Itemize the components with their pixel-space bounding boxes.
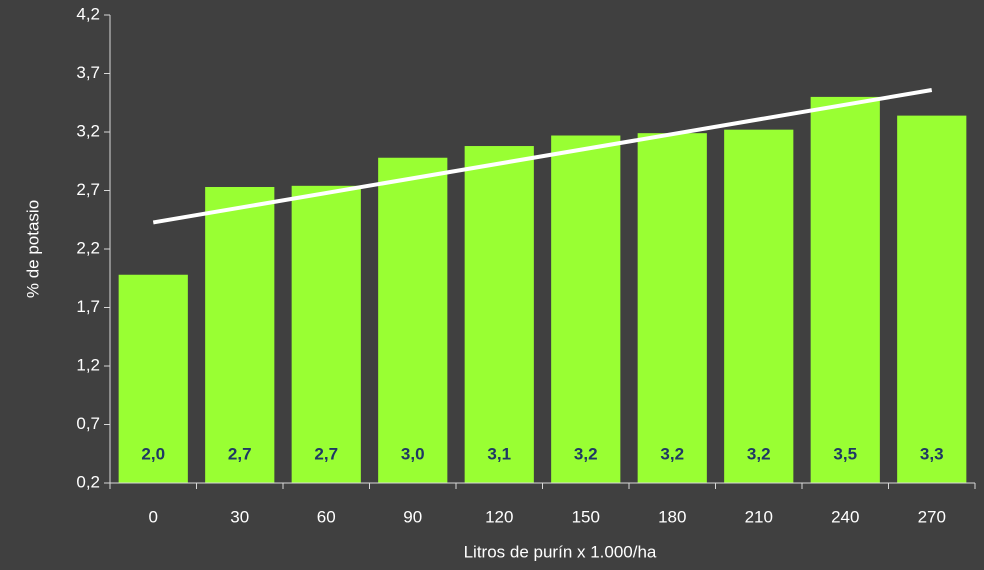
bar (551, 135, 621, 483)
x-axis-title: Litros de purín x 1.000/ha (464, 542, 657, 561)
bar (205, 186, 275, 484)
y-tick-label: 1,7 (76, 297, 100, 316)
value-label: 2,7 (314, 444, 338, 463)
y-tick-label: 0,2 (76, 472, 100, 491)
value-label: 3,1 (487, 444, 511, 463)
bar (118, 274, 188, 483)
x-tick-label: 270 (918, 507, 946, 526)
y-tick-label: 0,7 (76, 414, 100, 433)
bar (378, 157, 448, 484)
y-tick-label: 2,2 (76, 238, 100, 257)
x-tick-label: 0 (149, 507, 158, 526)
bar (291, 185, 361, 483)
bar (897, 115, 967, 484)
y-tick-label: 3,7 (76, 63, 100, 82)
x-tick-label: 60 (317, 507, 336, 526)
value-label: 3,2 (747, 444, 771, 463)
y-tick-label: 2,7 (76, 180, 100, 199)
y-tick-label: 4,2 (76, 4, 100, 23)
bar (724, 129, 794, 483)
x-tick-label: 30 (230, 507, 249, 526)
bar (810, 96, 880, 484)
y-tick-label: 1,2 (76, 355, 100, 374)
trendline (152, 88, 933, 225)
bar (637, 133, 707, 484)
value-label: 3,2 (574, 444, 598, 463)
x-tick-label: 150 (572, 507, 600, 526)
x-tick-label: 120 (485, 507, 513, 526)
value-label: 2,0 (141, 444, 165, 463)
x-tick-label: 210 (745, 507, 773, 526)
y-tick-label: 3,2 (76, 121, 100, 140)
x-tick-label: 180 (658, 507, 686, 526)
y-axis-title: % de potasio (23, 200, 42, 298)
value-label: 3,5 (833, 444, 857, 463)
value-label: 3,0 (401, 444, 425, 463)
value-label: 3,2 (660, 444, 684, 463)
x-tick-label: 90 (403, 507, 422, 526)
value-label: 2,7 (228, 444, 252, 463)
x-tick-label: 240 (831, 507, 859, 526)
value-label: 3,3 (920, 444, 944, 463)
bar (464, 146, 534, 484)
